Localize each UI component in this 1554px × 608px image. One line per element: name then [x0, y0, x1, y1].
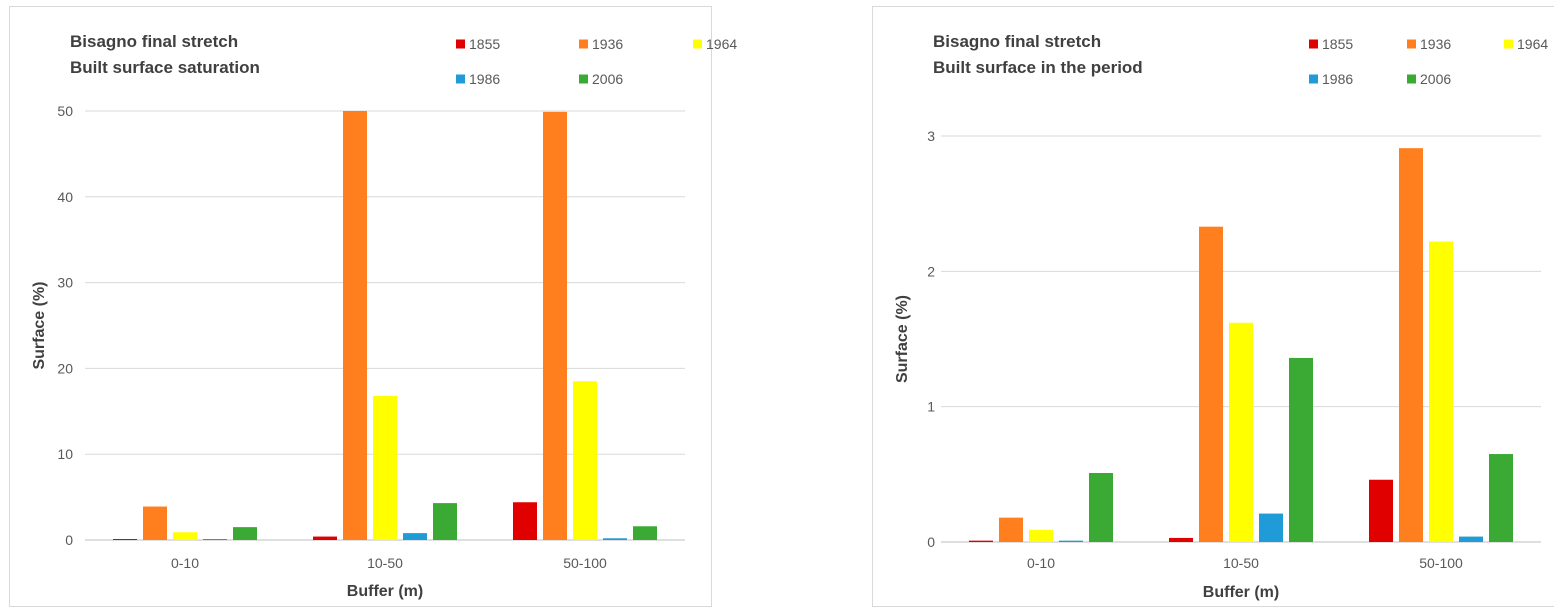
- chart-title-line: Bisagno final stretch: [933, 32, 1101, 51]
- legend-swatch-1936: [579, 39, 588, 49]
- legend-swatch-1936: [1407, 39, 1416, 49]
- x-axis-title: Buffer (m): [1203, 584, 1279, 601]
- bar-1986-50-100: [603, 538, 627, 540]
- chart-left: Bisagno final stretch Built surface satur…: [31, 32, 737, 600]
- legend-label: 1986: [469, 71, 500, 87]
- legend-label: 1964: [706, 36, 737, 52]
- bar-2006-0-10: [233, 527, 257, 540]
- x-category-label: 10-50: [1223, 555, 1259, 571]
- bar-1986-10-50: [1259, 513, 1283, 542]
- bar-1964-50-100: [573, 381, 597, 540]
- legend-label: 1855: [1322, 36, 1353, 52]
- chart-title-line: Bisagno final stretch: [70, 32, 238, 51]
- y-tick-label: 30: [57, 275, 73, 291]
- bar-1936-50-100: [543, 111, 567, 540]
- bar-2006-0-10: [1089, 472, 1113, 542]
- x-category-label: 0-10: [1027, 555, 1055, 571]
- bar-1986-0-10: [1059, 540, 1083, 542]
- x-category-label: 0-10: [171, 555, 199, 571]
- chart-panel-left: Bisagno final stretch Built surface satur…: [9, 6, 737, 607]
- y-axis-title: Surface (%): [31, 281, 48, 369]
- x-category-label: 50-100: [1419, 555, 1463, 571]
- bar-1936-50-100: [1399, 148, 1423, 542]
- bar-2006-50-100: [1489, 454, 1513, 542]
- bar-1855-10-50: [1169, 537, 1193, 542]
- chart-panel-right: Bisagno final stretch Built surface in th…: [872, 6, 1554, 607]
- legend-swatch-1964: [1504, 39, 1513, 49]
- bar-1936-10-50: [343, 111, 367, 540]
- bar-1964-10-50: [373, 395, 397, 540]
- legend-swatch-1986: [456, 74, 465, 84]
- y-tick-label: 20: [57, 360, 73, 376]
- legend-swatch-1855: [456, 39, 465, 49]
- y-tick-label: 40: [57, 189, 73, 205]
- chart-title-line: Built surface in the period: [933, 58, 1143, 77]
- bar-1936-0-10: [143, 506, 167, 540]
- legend-label: 1964: [1517, 36, 1548, 52]
- bar-1986-0-10: [203, 539, 227, 540]
- bar-1936-0-10: [999, 517, 1023, 542]
- y-tick-label: 0: [927, 534, 935, 550]
- legend-swatch-1986: [1309, 74, 1318, 84]
- y-tick-label: 10: [57, 446, 73, 462]
- x-category-label: 10-50: [367, 555, 403, 571]
- bar-1855-10-50: [313, 536, 337, 540]
- y-tick-label: 50: [57, 103, 73, 119]
- legend-swatch-1964: [693, 39, 702, 49]
- bar-1964-0-10: [1029, 529, 1053, 542]
- y-tick-label: 3: [927, 128, 935, 144]
- legend-label: 2006: [1420, 71, 1451, 87]
- y-tick-label: 2: [927, 263, 935, 279]
- bar-1964-0-10: [173, 532, 197, 540]
- bar-1855-0-10: [113, 539, 137, 540]
- y-tick-label: 1: [927, 399, 935, 415]
- bar-1986-50-100: [1459, 536, 1483, 542]
- bar-2006-10-50: [433, 503, 457, 540]
- legend-label: 2006: [592, 71, 623, 87]
- legend-label: 1936: [592, 36, 623, 52]
- legend-swatch-1855: [1309, 39, 1318, 49]
- bar-2006-50-100: [633, 526, 657, 540]
- y-axis-title: Surface (%): [894, 295, 911, 383]
- bar-1986-10-50: [403, 533, 427, 540]
- legend-swatch-2006: [579, 74, 588, 84]
- x-axis-title: Buffer (m): [347, 583, 423, 600]
- bar-1964-10-50: [1229, 322, 1253, 542]
- x-category-label: 50-100: [563, 555, 607, 571]
- legend-label: 1986: [1322, 71, 1353, 87]
- bar-1855-50-100: [513, 502, 537, 540]
- bar-1855-50-100: [1369, 479, 1393, 542]
- legend-swatch-2006: [1407, 74, 1416, 84]
- chart-right: Bisagno final stretch Built surface in th…: [894, 32, 1548, 601]
- bar-1964-50-100: [1429, 241, 1453, 542]
- bar-2006-10-50: [1289, 357, 1313, 542]
- chart-title-line: Built surface saturation: [70, 58, 260, 77]
- bar-1855-0-10: [969, 540, 993, 542]
- legend-label: 1855: [469, 36, 500, 52]
- legend-label: 1936: [1420, 36, 1451, 52]
- bar-1936-10-50: [1199, 226, 1223, 542]
- y-tick-label: 0: [65, 532, 73, 548]
